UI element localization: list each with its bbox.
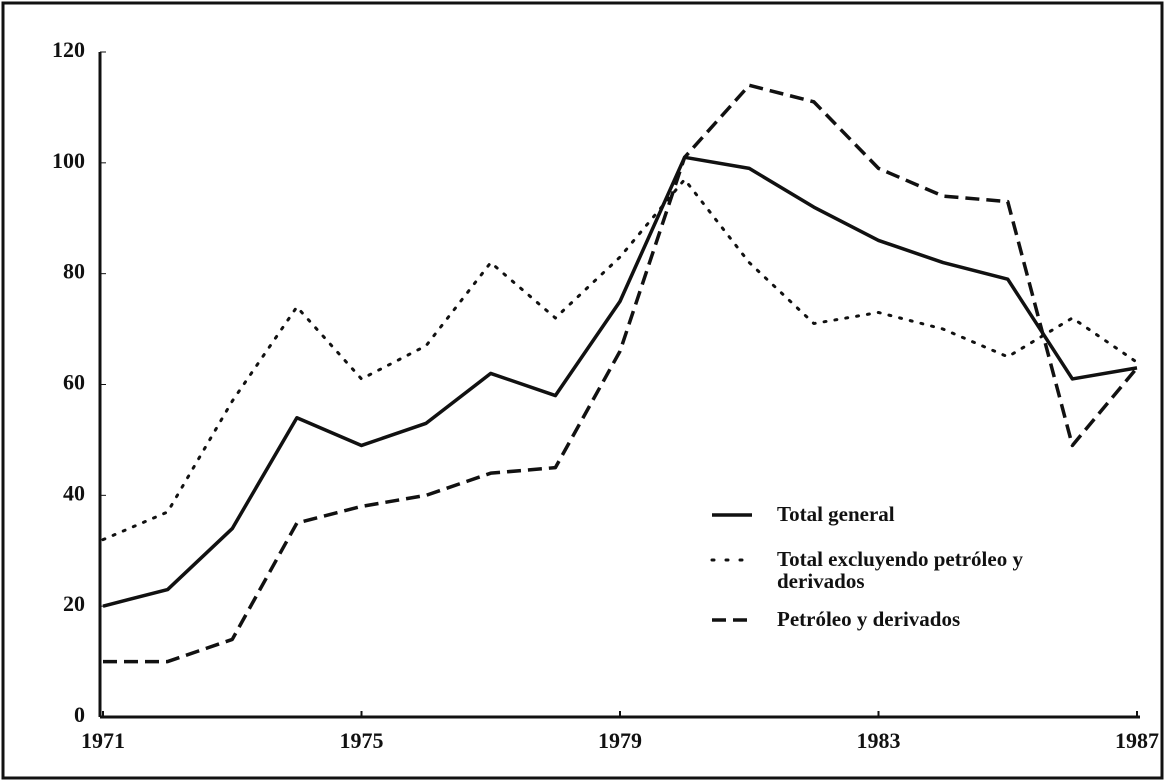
- series-line: [101, 177, 1139, 542]
- y-tick-label: 120: [52, 37, 85, 62]
- y-tick-label: 40: [63, 480, 85, 505]
- x-tick-label: 1987: [1115, 728, 1159, 753]
- series-line: [102, 155, 1138, 608]
- legend-label: Total excluyendo petróleo y derivados: [777, 547, 1023, 593]
- y-tick-label: 60: [63, 370, 85, 395]
- x-tick-label: 1971: [81, 728, 125, 753]
- y-tick-label: 0: [74, 702, 85, 727]
- legend-label: Petróleo y derivados: [777, 607, 961, 631]
- y-tick-label: 100: [52, 148, 85, 173]
- x-tick-label: 1983: [857, 728, 901, 753]
- x-tick-label: 1979: [598, 728, 642, 753]
- series-line: [103, 83, 1139, 664]
- x-tick-label: 1975: [340, 728, 384, 753]
- legend-label: Total general: [777, 502, 895, 526]
- y-tick-label: 80: [63, 259, 85, 284]
- y-tick-label: 20: [63, 591, 85, 616]
